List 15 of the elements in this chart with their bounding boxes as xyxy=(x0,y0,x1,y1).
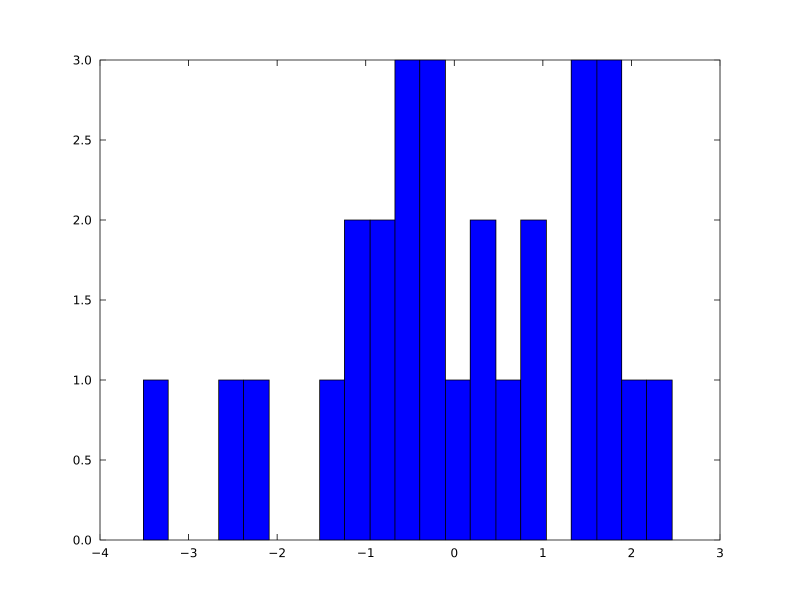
y-tick-label: 2.0 xyxy=(74,215,92,225)
x-tick-label: −3 xyxy=(181,548,196,558)
x-tick-label: 2 xyxy=(628,548,634,558)
y-tick-label: 0.0 xyxy=(74,535,92,545)
y-tick-label: 1.0 xyxy=(74,375,92,385)
y-tick-label: 0.5 xyxy=(74,455,91,465)
x-tick-label: −1 xyxy=(358,548,374,557)
x-tick-label: 0 xyxy=(451,548,458,558)
y-tick-label: 1.5 xyxy=(74,296,91,304)
x-tick-label: 1 xyxy=(540,548,546,557)
x-tick-label: −2 xyxy=(270,548,285,558)
x-tick-label: 3 xyxy=(717,548,723,558)
y-tick-label: 2.5 xyxy=(74,135,91,145)
y-tick-label: 3.0 xyxy=(74,55,92,65)
x-tick-label: −4 xyxy=(92,548,108,557)
